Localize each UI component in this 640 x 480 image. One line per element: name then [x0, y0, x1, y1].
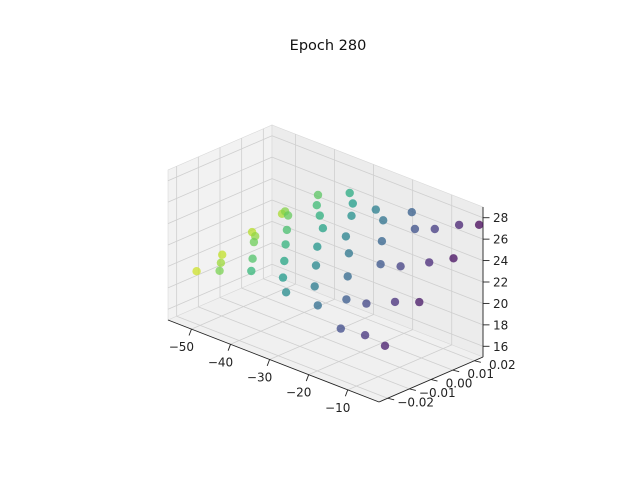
z-gridline-back — [271, 263, 484, 347]
x-tick-label: −20 — [286, 386, 311, 400]
x-tick-mark — [344, 389, 349, 397]
y-gridline-floor — [219, 297, 432, 380]
y-tick-mark — [387, 397, 395, 401]
scatter-point — [344, 249, 354, 258]
scatter-point — [311, 261, 321, 270]
x-tick-label: −30 — [247, 371, 272, 385]
y-gridline-floor — [241, 287, 453, 371]
z-gridline-back — [271, 135, 484, 219]
scatter-point — [376, 260, 385, 269]
z-tick-label: 26 — [493, 233, 508, 247]
x-tick-label: −40 — [208, 355, 233, 369]
scatter-point — [430, 224, 439, 234]
scatter-points — [192, 188, 484, 350]
scatter-point — [282, 225, 292, 235]
y-gridline-floor — [176, 315, 388, 399]
axes: −50 −40 −30 −20 −10 −0.02−0.010.000.010.02 16 1… — [167, 207, 516, 415]
x-tick-label: −50 — [169, 340, 194, 354]
scatter-point — [407, 208, 416, 217]
scatter-point — [278, 273, 288, 282]
y-tick-label: −0.02 — [397, 395, 434, 409]
scatter-point — [347, 211, 356, 220]
scatter-point — [192, 267, 201, 276]
scatter-point — [283, 211, 293, 220]
y-tick-mark — [430, 379, 438, 382]
y-tick-mark — [409, 388, 416, 391]
z-gridline-back — [271, 178, 484, 261]
x-tick-mark — [188, 328, 192, 336]
scatter-point — [410, 224, 420, 234]
z-gridline-left — [167, 199, 273, 246]
z-tick-label: 28 — [493, 211, 508, 225]
scatter-point — [315, 211, 324, 220]
scatter-point — [216, 258, 226, 267]
x-tick-mark — [266, 359, 271, 367]
y-tick-label: 0.01 — [467, 367, 494, 381]
scatter-point — [449, 254, 458, 263]
z-tick-label: 24 — [493, 254, 508, 268]
y-gridline-floor — [263, 278, 475, 362]
y-tick-mark — [452, 369, 460, 373]
x-axis-line — [167, 319, 380, 403]
scatter-point — [379, 216, 388, 225]
scatter-point — [248, 254, 257, 263]
scatter-point — [362, 299, 371, 308]
z-gridline-back — [271, 199, 484, 283]
z-gridline-back — [271, 242, 484, 326]
scatter-point — [371, 205, 380, 214]
scatter-point — [341, 232, 351, 241]
scatter-point — [342, 295, 351, 304]
y-tick-label: 0.02 — [489, 358, 516, 372]
z-tick-label: 16 — [493, 340, 508, 354]
scatter-point — [345, 188, 354, 198]
y-tick-label: 0.00 — [446, 377, 473, 391]
scatter-point — [312, 201, 321, 210]
z-gridline-back — [271, 156, 484, 240]
scatter-point — [360, 331, 370, 340]
x-tick-mark — [305, 374, 310, 382]
scatter-point — [249, 237, 259, 247]
chart-title: Epoch 280 — [290, 38, 367, 54]
scatter-point — [336, 324, 345, 333]
scatter-point — [280, 256, 289, 266]
scatter-point — [454, 220, 464, 230]
scatter-point — [380, 341, 390, 350]
scatter-point — [281, 288, 291, 297]
y-tick-label: −0.01 — [419, 386, 456, 400]
scatter-point — [313, 242, 322, 251]
scatter-point — [313, 190, 323, 200]
scatter-point — [318, 224, 328, 233]
scatter-point — [348, 199, 357, 208]
scatter-point — [218, 250, 227, 259]
scatter-point — [474, 220, 484, 229]
z-tick-label: 20 — [493, 297, 508, 311]
scatter-point — [390, 297, 400, 307]
scatter-point — [215, 266, 224, 275]
z-gridline-left — [167, 135, 273, 182]
scatter-point — [396, 262, 405, 271]
scatter-point — [247, 266, 256, 276]
z-gridline-left — [167, 178, 273, 224]
scatter-point — [425, 258, 434, 267]
z-tick-label: 18 — [493, 318, 508, 332]
scatter-point — [343, 272, 352, 281]
scatter-point — [281, 240, 290, 249]
x-tick-label: −10 — [325, 401, 350, 415]
y-tick-mark — [474, 360, 481, 363]
scatter-point — [310, 282, 319, 291]
y-gridline-floor — [198, 306, 410, 390]
scatter-point — [377, 237, 387, 246]
scatter-point — [415, 297, 424, 307]
z-gridline-left — [167, 156, 273, 203]
z-tick-label: 22 — [493, 276, 508, 290]
x-tick-mark — [227, 344, 231, 351]
scatter-point — [313, 301, 322, 310]
